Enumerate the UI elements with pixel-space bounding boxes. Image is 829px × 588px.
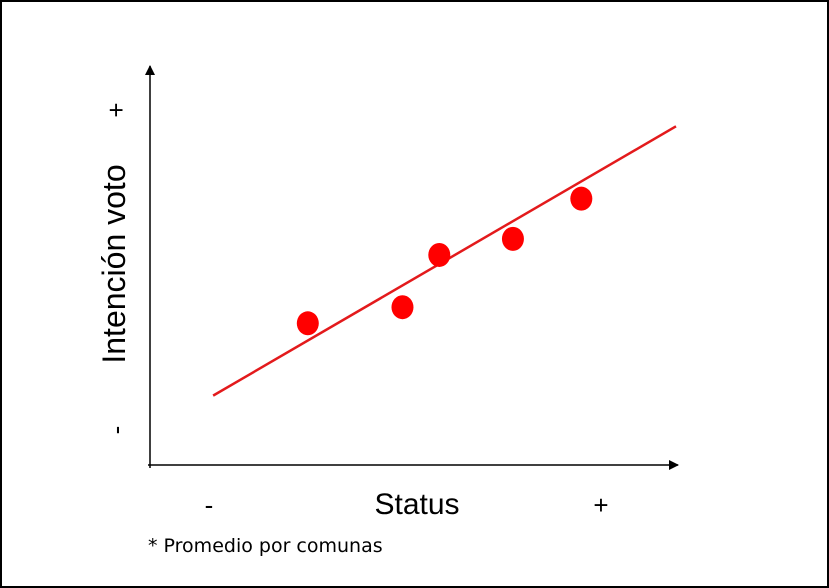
- data-point-4: [501, 226, 524, 251]
- footnote: * Promedio por comunas: [148, 535, 383, 557]
- data-point-2: [391, 295, 414, 320]
- data-point-5: [570, 186, 593, 211]
- x-axis-max-label: +: [593, 490, 608, 520]
- y-axis-label: Intención voto: [96, 164, 132, 363]
- data-point-3: [428, 242, 451, 267]
- data-point-1: [296, 311, 319, 336]
- y-axis-max-label: +: [101, 102, 131, 117]
- x-axis-label: Status: [374, 488, 459, 521]
- x-axis-min-label: -: [205, 490, 214, 520]
- y-axis-min-label: -: [101, 426, 131, 435]
- chart-marks: [212, 125, 677, 397]
